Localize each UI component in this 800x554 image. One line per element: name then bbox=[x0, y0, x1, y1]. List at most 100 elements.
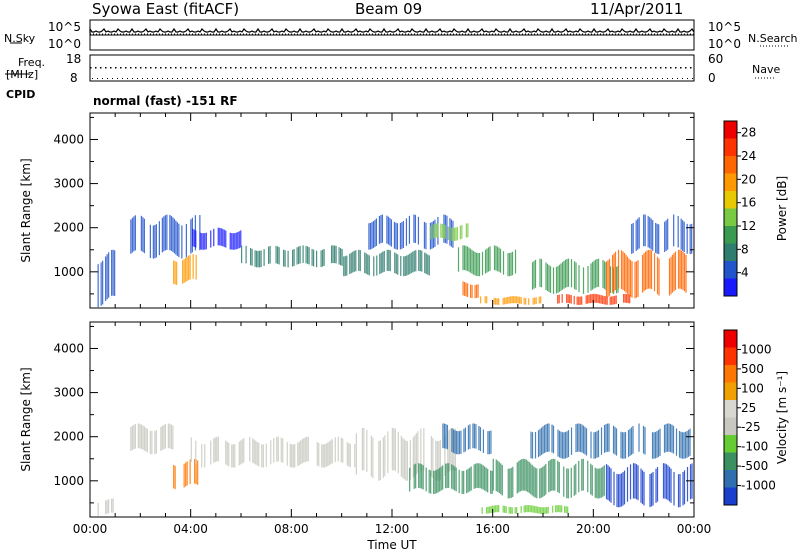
nave-point bbox=[587, 78, 588, 79]
data-strip bbox=[438, 440, 440, 481]
nave-point bbox=[592, 78, 593, 79]
freq-point bbox=[510, 67, 512, 69]
data-strip bbox=[603, 424, 606, 453]
heatmap-panel-1 bbox=[97, 214, 693, 308]
data-strip bbox=[439, 440, 441, 481]
data-strip bbox=[490, 506, 492, 513]
y-axis-label: Slant Range [km] bbox=[19, 367, 33, 471]
data-strip bbox=[505, 506, 507, 514]
data-strip bbox=[582, 425, 585, 454]
data-strip bbox=[298, 246, 300, 264]
data-strip bbox=[508, 296, 510, 304]
data-strip bbox=[324, 444, 326, 468]
data-strip bbox=[243, 438, 245, 463]
data-strip bbox=[389, 217, 391, 246]
data-strip bbox=[193, 229, 195, 247]
data-strip bbox=[498, 247, 500, 272]
data-strip bbox=[582, 267, 585, 294]
data-strip bbox=[112, 249, 114, 296]
data-strip bbox=[232, 233, 234, 250]
data-strip bbox=[154, 430, 156, 455]
data-strip bbox=[328, 441, 330, 466]
nave-point bbox=[327, 78, 328, 79]
nave-point bbox=[682, 78, 683, 79]
data-strip bbox=[399, 222, 402, 250]
data-strip bbox=[637, 260, 639, 297]
data-strip bbox=[213, 438, 215, 463]
data-strip bbox=[382, 437, 384, 478]
data-strip bbox=[458, 431, 461, 455]
data-strip bbox=[545, 463, 547, 495]
data-strip bbox=[546, 263, 549, 292]
data-strip bbox=[482, 429, 485, 453]
data-strip bbox=[445, 424, 447, 449]
freq-point bbox=[380, 67, 382, 69]
data-strip bbox=[555, 505, 557, 513]
data-strip bbox=[358, 249, 360, 271]
nave-point bbox=[172, 78, 173, 79]
data-strip bbox=[539, 468, 541, 499]
freq-point bbox=[325, 67, 327, 69]
data-strip bbox=[510, 252, 512, 276]
data-strip bbox=[133, 424, 135, 450]
data-strip bbox=[443, 423, 446, 449]
data-strip bbox=[561, 432, 564, 459]
data-strip bbox=[461, 470, 463, 495]
data-strip bbox=[463, 245, 466, 271]
freq-point bbox=[375, 67, 377, 69]
data-strip bbox=[669, 423, 672, 453]
freq-point bbox=[320, 67, 322, 69]
data-strip bbox=[414, 435, 416, 477]
data-strip bbox=[434, 470, 436, 494]
nave-point bbox=[292, 78, 293, 79]
data-strip bbox=[448, 463, 450, 488]
data-strip bbox=[421, 250, 423, 272]
data-strip bbox=[415, 250, 417, 272]
data-strip bbox=[428, 469, 430, 494]
nave-point bbox=[367, 78, 368, 79]
colorbar-cell bbox=[724, 347, 737, 366]
data-strip bbox=[479, 463, 481, 489]
data-strip bbox=[546, 507, 548, 514]
data-strip bbox=[626, 294, 628, 303]
data-strip bbox=[348, 443, 350, 467]
freq-point bbox=[605, 67, 607, 69]
data-strip bbox=[667, 218, 669, 250]
nave-point bbox=[447, 78, 448, 79]
freq-point bbox=[360, 67, 362, 69]
data-strip bbox=[561, 262, 564, 290]
data-strip bbox=[458, 469, 460, 494]
data-strip bbox=[658, 258, 660, 296]
data-strip bbox=[486, 507, 488, 514]
freq-point bbox=[370, 67, 372, 69]
data-strip bbox=[249, 436, 251, 462]
cpid-text: normal (fast) -151 RF bbox=[93, 94, 238, 108]
nave-point bbox=[212, 78, 213, 79]
data-strip bbox=[450, 227, 452, 241]
data-strip bbox=[342, 438, 344, 463]
nave-point bbox=[312, 78, 313, 79]
nave-point bbox=[307, 78, 308, 79]
data-strip bbox=[668, 466, 671, 502]
freq-point bbox=[195, 67, 197, 69]
data-strip bbox=[657, 429, 660, 457]
data-strip bbox=[372, 437, 374, 479]
freq-point bbox=[170, 67, 172, 69]
nave-point bbox=[512, 78, 513, 79]
data-strip bbox=[631, 223, 633, 254]
nave-point bbox=[112, 78, 113, 79]
freq-point bbox=[560, 67, 562, 69]
nave-point bbox=[282, 78, 283, 79]
data-strip bbox=[407, 254, 409, 275]
data-strip bbox=[225, 440, 227, 465]
data-strip bbox=[284, 250, 286, 267]
nave-point bbox=[642, 78, 643, 79]
freq-point bbox=[500, 67, 502, 69]
data-strip bbox=[447, 431, 449, 473]
data-strip bbox=[234, 444, 236, 468]
data-strip bbox=[369, 222, 372, 250]
data-strip bbox=[175, 220, 177, 255]
data-strip bbox=[510, 467, 512, 498]
data-strip bbox=[397, 254, 399, 275]
data-strip bbox=[354, 444, 356, 468]
